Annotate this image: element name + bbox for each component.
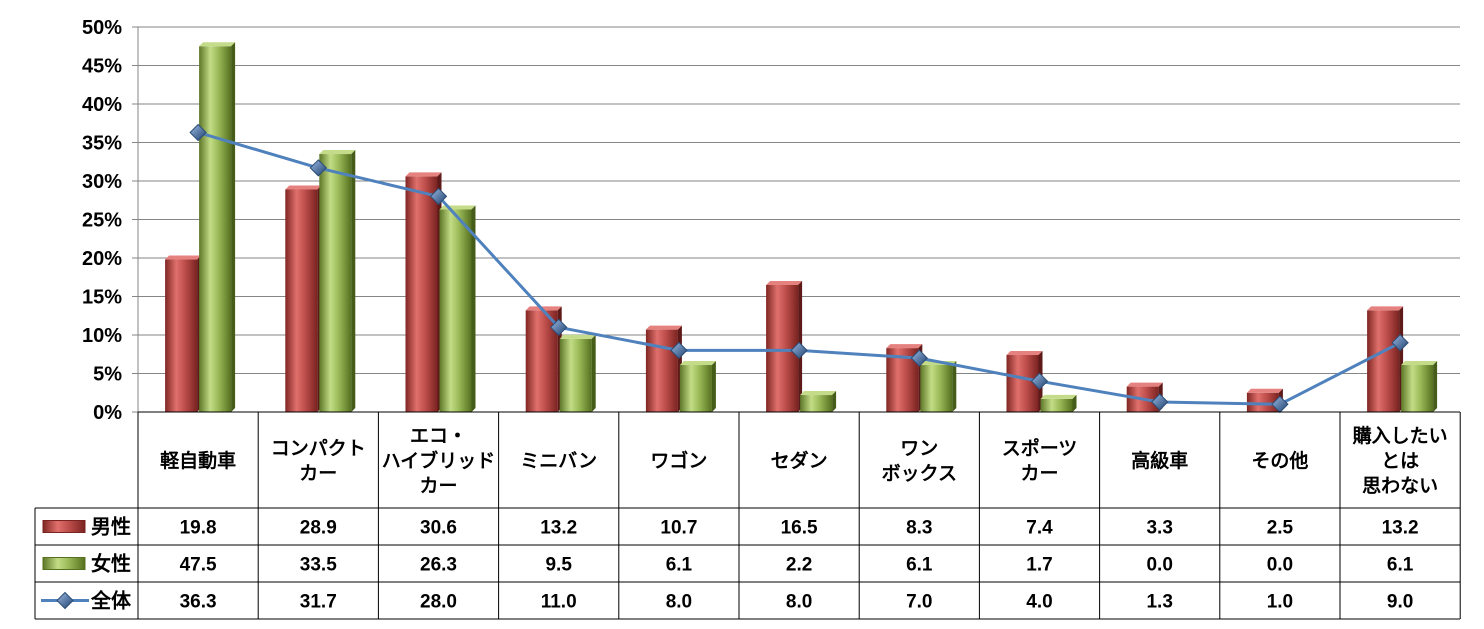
total-point [1150,393,1169,411]
y-tick-label: 35% [82,133,122,155]
category-label: セダン [771,449,828,472]
bar-female [800,391,837,412]
table-value: 31.7 [300,592,337,613]
bar-female [319,150,356,413]
bar-male [285,185,322,412]
table-value: 28.0 [420,592,457,613]
category-label: スポーツ [1002,437,1078,460]
bar-female [439,205,476,412]
bar-female [199,42,236,412]
table-value: 6.1 [666,555,693,576]
table-value: 13.2 [540,518,577,539]
table-value: 33.5 [300,555,337,576]
legend-label: 全体 [90,589,132,613]
bar-male [165,255,202,412]
total-point [429,187,448,206]
table-value: 8.0 [786,592,812,613]
total-point [549,318,568,337]
table-value: 1.3 [1146,592,1172,613]
legend-label: 男性 [91,515,131,539]
y-tick-label: 30% [82,171,122,193]
bar-female [559,334,596,412]
bar-female [1040,394,1077,412]
table-value: 0.0 [1267,555,1293,576]
legend-key-0 [42,520,86,533]
table-value: 6.1 [906,555,933,576]
table-value: 10.7 [660,518,697,539]
category-label: ハイブリッド [382,449,496,472]
table-value: 11.0 [541,592,577,613]
y-tick-label: 0% [93,402,122,424]
y-tick-label: 25% [82,210,122,232]
y-tick-label: 10% [82,325,122,347]
y-axis: 0% 5% 10% 15% 20% 25% 30% 35% 40% 45% 50% [82,17,139,424]
category-label: ミニバン [520,450,597,472]
bar-male [1367,306,1404,412]
total-point [790,341,808,360]
bar-female [1401,361,1438,412]
legend-key-1 [42,557,86,570]
table-value: 2.5 [1267,518,1294,539]
bar-male [645,325,682,412]
table-value: 47.5 [180,555,217,576]
table-value: 16.5 [781,518,818,539]
category-label: ボックス [882,463,957,485]
table-value: 13.2 [1382,518,1419,539]
category-label: 軽自動車 [160,449,236,472]
category-label: カー [299,463,337,485]
table-value: 2.2 [786,555,812,576]
table-value: 6.1 [1387,555,1414,576]
total-point [910,349,929,367]
y-tick-label: 20% [82,248,122,270]
y-tick-label: 50% [82,17,122,39]
bar-male [405,172,442,412]
table-value: 9.0 [1387,592,1413,613]
y-tick-label: 40% [82,94,122,116]
table-value: 9.5 [545,555,572,576]
gridlines [138,26,1460,413]
category-label: 高級車 [1131,449,1188,472]
table-value: 28.9 [300,518,337,539]
total-point [1030,372,1049,390]
table-value: 4.0 [1026,592,1052,613]
table-value: 7.4 [1026,518,1053,539]
table-value: 1.0 [1267,592,1293,613]
category-label: 思わない [1362,475,1438,497]
legend-label: 女性 [91,552,131,576]
category-label: コンパクト [271,438,366,460]
bar-female [920,361,957,412]
table-value: 8.3 [906,518,932,539]
total-point [1391,333,1409,352]
bar-female [679,361,716,412]
y-tick-label: 45% [82,56,122,78]
table-value: 30.6 [420,518,457,539]
category-label: 購入したい [1353,424,1448,447]
y-tick-label: 5% [93,364,122,386]
total-point [670,341,688,360]
table-value: 36.3 [180,592,217,613]
category-label: とは [1381,450,1419,472]
table-value: 8.0 [666,592,692,613]
category-label: エコ・ [410,425,467,447]
category-label: ワン [900,438,938,460]
table-value: 19.8 [180,518,217,539]
table-value: 26.3 [420,555,457,576]
table-value: 3.3 [1146,518,1172,539]
total-line [189,123,1409,414]
legend-key-2 [41,591,89,610]
total-point [309,159,328,177]
total-point [189,123,207,142]
category-label: その他 [1251,449,1308,472]
bars [165,42,1438,413]
y-tick-label: 15% [82,287,122,309]
category-label: カー [1020,463,1058,485]
category-label: カー [419,475,457,497]
table-value: 1.7 [1026,555,1052,576]
table-value: 0.0 [1146,555,1172,576]
category-label: ワゴン [650,449,707,472]
table-value: 7.0 [906,592,932,613]
